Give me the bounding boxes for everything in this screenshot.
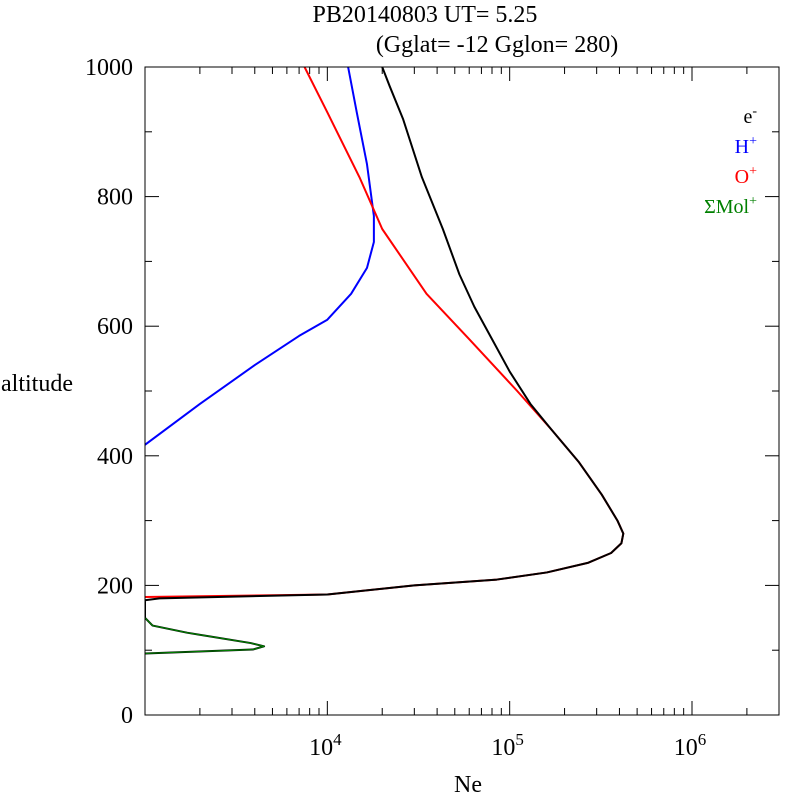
series-line-h — [145, 67, 375, 446]
plot-frame — [144, 66, 780, 716]
legend: e- H+ O+ ΣMol+ — [704, 104, 757, 218]
x-tick-label: 106 — [674, 730, 707, 761]
legend-entry: e- — [743, 104, 757, 128]
y-tick-label: 400 — [97, 444, 133, 470]
x-axis-label: Ne — [454, 772, 482, 796]
legend-entry: H+ — [735, 134, 757, 158]
series-line-mol — [145, 617, 265, 655]
y-tick-label: 200 — [97, 573, 133, 599]
legend-entry: ΣMol+ — [704, 194, 757, 218]
x-tick-label: 104 — [309, 730, 342, 761]
y-axis-label: altitude — [1, 371, 73, 397]
y-tick-label: 600 — [97, 314, 133, 340]
series-line-o — [145, 67, 625, 599]
axes-layer: 0 200 400 600 800 1000 104 105 106 — [85, 55, 780, 761]
y-tick-label: 0 — [121, 703, 133, 729]
y-tick-label: 1000 — [85, 55, 133, 81]
chart-title: PB20140803 UT= 5.25 — [313, 2, 538, 28]
y-tick-label: 800 — [97, 185, 133, 211]
legend-entry: O+ — [735, 164, 757, 188]
series-line-e — [145, 67, 625, 655]
x-tick-label: 105 — [491, 730, 524, 761]
series-layer — [145, 67, 625, 655]
chart-subtitle: (Gglat= -12 Gglon= 280) — [376, 32, 618, 58]
